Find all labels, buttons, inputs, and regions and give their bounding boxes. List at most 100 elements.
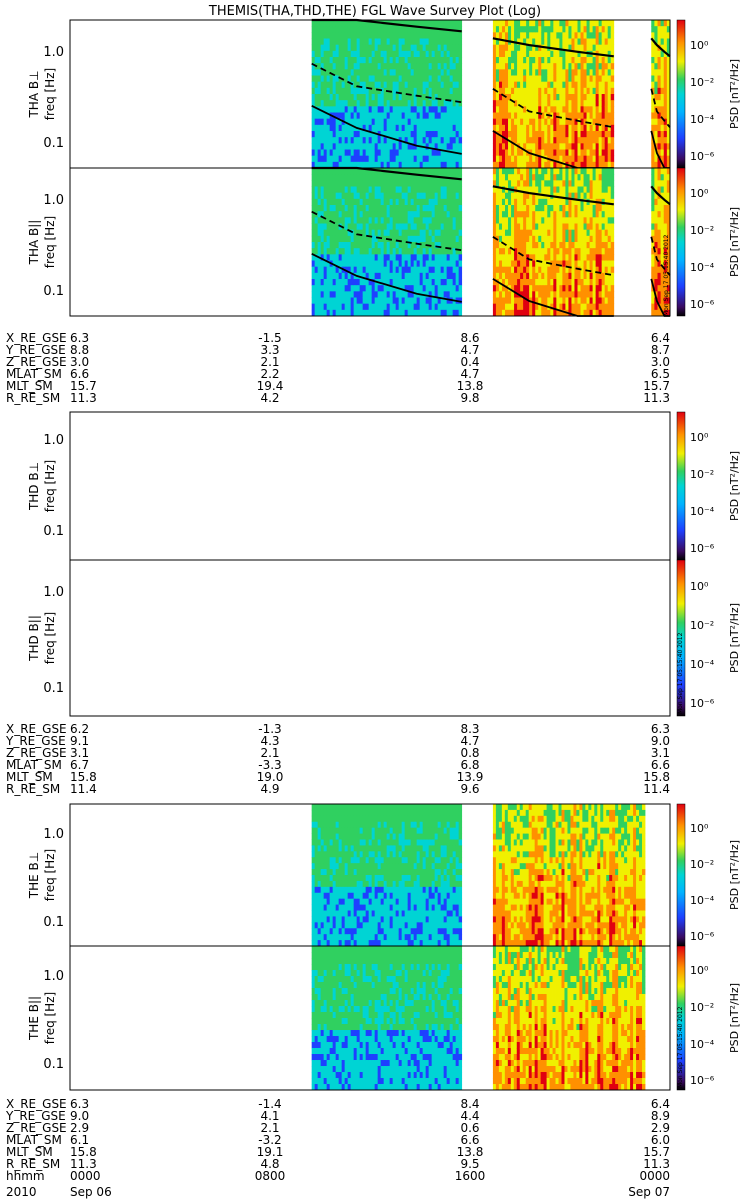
spectrogram-cell (410, 69, 415, 76)
spectrogram-cell (320, 922, 325, 929)
spectrogram-cell (550, 75, 554, 83)
spectrogram-cell (666, 242, 671, 249)
spectrogram-cell (356, 131, 361, 138)
spectrogram-cell (338, 57, 343, 64)
spectrogram-cell (508, 44, 512, 52)
spectrogram-cell (440, 186, 445, 194)
spectrogram-cell (434, 180, 439, 187)
spectrogram-cell (589, 168, 594, 175)
spectrogram-cell (341, 815, 346, 823)
spectrogram-cell (347, 155, 352, 163)
spectrogram-cell (580, 112, 584, 120)
spectrogram-cell (365, 285, 370, 292)
spectrogram-cell (535, 205, 539, 212)
spectrogram-cell (401, 205, 406, 212)
spectrogram-cell (368, 50, 373, 58)
spectrogram-cell (353, 100, 358, 107)
spectrogram-cell (660, 242, 665, 249)
spectrogram-cell (595, 81, 600, 89)
spectrogram-cell (359, 229, 364, 237)
spectrogram-cell (550, 291, 554, 298)
spectrogram-cell (317, 845, 322, 852)
spectrogram-cell (586, 235, 590, 243)
spectrogram-cell (404, 69, 409, 76)
spectrogram-cell (371, 291, 376, 298)
spectrogram-cell (314, 131, 319, 138)
spectrogram-cell (347, 100, 352, 107)
spectrogram-cell (498, 223, 503, 231)
spectrogram-cell (610, 87, 615, 95)
spectrogram-cell (505, 149, 509, 157)
spectrogram-cell (440, 161, 445, 169)
spectrogram-cell (553, 26, 557, 33)
spectrogram-cell (657, 217, 662, 224)
spectrogram-cell (666, 63, 671, 70)
spectrogram-cell (562, 124, 566, 132)
spectrogram-cell (428, 57, 433, 64)
spectrogram-cell (538, 180, 542, 187)
spectrogram-cell (446, 217, 451, 224)
spectrogram-cell (660, 186, 665, 194)
spectrogram-cell (347, 910, 352, 917)
spectrogram-cell (492, 291, 497, 298)
spectrogram-cell (541, 87, 545, 95)
spectrogram-cell (335, 928, 340, 935)
spectrogram-cell (320, 934, 325, 941)
spectrogram-cell (341, 940, 346, 947)
spectrogram-cell (508, 229, 512, 237)
spectrogram-cell (535, 291, 539, 298)
spectrogram-cell (341, 38, 346, 46)
spectrogram-cell (353, 143, 358, 150)
spectrogram-cell (371, 69, 376, 76)
spectrogram-cell (498, 118, 503, 126)
spectrogram-cell (505, 57, 509, 64)
spectrogram-cell (586, 205, 590, 212)
spectrogram-cell (660, 20, 665, 27)
spectrogram-cell (601, 303, 606, 311)
spectrogram-cell (359, 223, 364, 231)
spectrogram-cell (651, 297, 655, 305)
spectrogram-cell (356, 50, 361, 58)
spectrogram-cell (431, 223, 436, 231)
spectrogram-cell (395, 309, 400, 317)
spectrogram-cell (501, 81, 506, 89)
spectrogram-cell (377, 211, 382, 218)
spectrogram-cell (326, 940, 331, 947)
spectrogram-cell (498, 272, 503, 280)
spectrogram-cell (326, 168, 331, 175)
spectrogram-cell (446, 87, 451, 95)
spectrogram-cell (565, 297, 569, 305)
spectrogram-cell (449, 143, 454, 150)
spectrogram-cell (577, 137, 581, 144)
spectrogram-cell (422, 112, 427, 120)
spectrogram-cell (368, 75, 373, 83)
spectrogram-cell (595, 303, 600, 311)
spectrogram-cell (422, 186, 427, 194)
spectrogram-cell (568, 254, 572, 261)
spectrogram-cell (407, 106, 412, 113)
spectrogram-cell (654, 57, 658, 64)
spectrogram-cell (332, 69, 337, 76)
spectrogram-cell (565, 38, 569, 46)
spectrogram-cell (604, 149, 609, 157)
spectrogram-cell (514, 235, 518, 243)
spectrogram-cell (368, 32, 373, 39)
spectrogram-cell (365, 44, 370, 52)
spectrogram-cell (556, 44, 560, 52)
spectrogram-cell (511, 174, 515, 181)
spectrogram-cell (425, 149, 430, 157)
spectrogram-cell (440, 235, 445, 243)
spectrogram-cell (437, 248, 442, 255)
spectrogram-cell (368, 279, 373, 286)
spectrogram-cell (514, 254, 518, 261)
spectrogram-cell (562, 211, 566, 218)
spectrogram-cell (511, 69, 515, 76)
spectrogram-cell (455, 254, 460, 261)
spectrogram-cell (660, 87, 665, 95)
spectrogram-cell (317, 934, 322, 941)
spectrogram-cell (446, 254, 451, 261)
spectrogram-cell (601, 297, 606, 305)
spectrogram-cell (495, 291, 500, 298)
spectrogram-cell (495, 198, 500, 206)
spectrogram-cell (610, 229, 615, 237)
